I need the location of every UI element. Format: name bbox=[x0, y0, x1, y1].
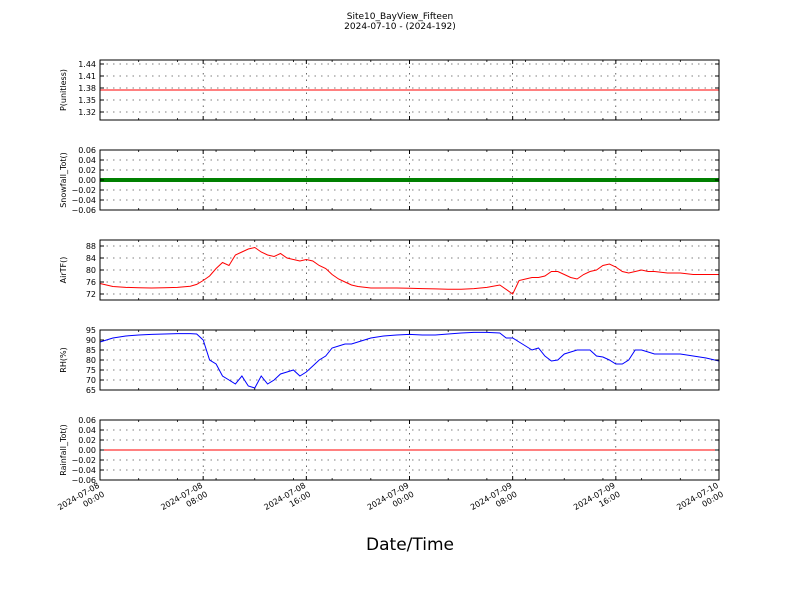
y-axis-label: Rainfall_Tot() bbox=[59, 424, 68, 476]
series-line bbox=[99, 331, 720, 389]
x-tick-label: 2024-07-0916:00 bbox=[572, 481, 622, 521]
panel-1: 1.44 1.41 1.38 1.35 1.32 P(unitless) bbox=[59, 59, 720, 121]
y-tick-label: −0.06 bbox=[71, 476, 96, 485]
y-tick-label: 0.06 bbox=[78, 416, 96, 425]
x-tick-label: 2024-07-0808:00 bbox=[159, 481, 209, 521]
y-axis-label: Snowfall_Tot() bbox=[59, 152, 68, 208]
y-tick-label: −0.04 bbox=[71, 466, 96, 475]
y-tick-label: 1.35 bbox=[78, 96, 96, 105]
y-tick-label: 1.44 bbox=[78, 60, 96, 69]
panel-3: 88 84 80 76 72 AirTF() bbox=[59, 239, 720, 301]
plot-frame bbox=[99, 329, 720, 391]
y-tick-label: 84 bbox=[86, 254, 96, 263]
y-tick-label: −0.02 bbox=[71, 456, 96, 465]
y-tick-label: −0.04 bbox=[71, 196, 96, 205]
y-tick-label: 0.02 bbox=[78, 166, 96, 175]
y-tick-label: 0.02 bbox=[78, 436, 96, 445]
series-line bbox=[99, 246, 719, 295]
chart-subtitle: 2024-07-10 - (2024-192) bbox=[344, 22, 456, 32]
x-tick-label: 2024-07-1000:00 bbox=[675, 481, 725, 521]
x-tick-label: 2024-07-0816:00 bbox=[263, 481, 313, 521]
y-tick-label: 80 bbox=[86, 356, 96, 365]
x-axis-label: Date/Time bbox=[366, 535, 454, 555]
y-tick-label: 76 bbox=[86, 278, 96, 287]
y-tick-label: 72 bbox=[86, 290, 96, 299]
y-axis-label: P(unitless) bbox=[59, 69, 68, 111]
y-tick-label: 0.00 bbox=[78, 446, 96, 455]
y-tick-label: 0.06 bbox=[78, 146, 96, 155]
y-tick-label: −0.06 bbox=[71, 206, 96, 215]
panel-5: 0.060.040.020.00−0.02−0.04−0.06Rainfall_… bbox=[59, 416, 720, 485]
y-tick-label: 88 bbox=[86, 242, 96, 251]
y-tick-label: 75 bbox=[86, 366, 96, 375]
y-tick-label: 65 bbox=[86, 386, 96, 395]
x-tick-label: 2024-07-0908:00 bbox=[469, 481, 519, 521]
y-axis-label: AirTF() bbox=[59, 257, 68, 284]
y-tick-label: 95 bbox=[86, 326, 96, 335]
plot-frame bbox=[99, 239, 720, 301]
y-tick-label: 0.04 bbox=[78, 426, 96, 435]
y-axis-label: RH(%) bbox=[59, 347, 68, 372]
y-tick-label: 1.38 bbox=[78, 84, 96, 93]
x-tick-label: 2024-07-0900:00 bbox=[366, 481, 416, 521]
y-tick-label: −0.02 bbox=[71, 186, 96, 195]
chart-title: Site10_BayView_Fifteen bbox=[347, 12, 453, 22]
x-tick-label: 2024-07-0800:00 bbox=[56, 481, 106, 521]
panel-2: 0.060.040.020.00−0.02−0.04−0.06Snowfall_… bbox=[59, 146, 720, 215]
y-tick-label: 1.32 bbox=[78, 108, 96, 117]
y-tick-label: 80 bbox=[86, 266, 96, 275]
y-tick-label: 70 bbox=[86, 376, 96, 385]
y-tick-label: 0.00 bbox=[78, 176, 96, 185]
y-tick-label: 85 bbox=[86, 346, 96, 355]
y-tick-label: 1.41 bbox=[78, 72, 96, 81]
y-tick-label: 90 bbox=[86, 336, 96, 345]
y-tick-label: 0.04 bbox=[78, 156, 96, 165]
